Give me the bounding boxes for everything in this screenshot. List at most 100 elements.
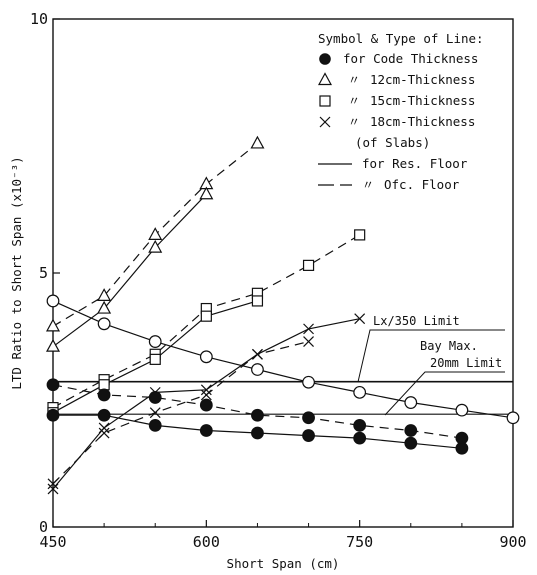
series-9-point-7: [353, 431, 367, 445]
series-9-point-2: [97, 408, 111, 422]
series-1-point-1: [45, 318, 61, 332]
series-6-point-3: [149, 407, 161, 419]
series-8-point-4: [199, 398, 213, 412]
lx350-leader: [357, 329, 505, 383]
series-1-point-3: [148, 227, 163, 240]
series-2-point-2: [97, 300, 112, 314]
series-9-point-1: [46, 408, 60, 422]
series-2-point-3: [148, 239, 163, 253]
series-5-point-7: [354, 313, 366, 325]
series-7-point-7: [353, 385, 367, 399]
series-6-point-5: [252, 348, 263, 360]
series-9-point-4: [199, 424, 213, 437]
x-tick-label-4: 900: [499, 533, 526, 551]
series-7-point-4: [199, 350, 213, 364]
series-7-point-10: [506, 411, 520, 425]
legend-entry-text: (of Slabs): [355, 135, 430, 150]
series-2-point-4: [199, 186, 214, 200]
y-axis-label: LTD Ratio to Short Span (x10⁻³): [9, 156, 24, 389]
series-line-2: [52, 193, 207, 348]
series-6-point-2: [98, 427, 110, 439]
series-7-point-5: [251, 363, 264, 376]
series-8-point-2: [97, 388, 111, 402]
series-4-point-5: [251, 295, 264, 307]
lx350-label: Lx/350 Limit: [373, 314, 460, 328]
legend-entry-text: for Code Thickness: [343, 51, 478, 66]
series-6-point-1: [47, 478, 59, 490]
series-2-point-1: [45, 338, 61, 352]
legend-entry-text: 12cm-Thickness: [370, 72, 475, 87]
legend-ditto-mark: 〃: [362, 178, 374, 192]
legend-ditto-mark: 〃: [348, 94, 360, 108]
series-1-point-2: [97, 288, 112, 301]
series-line-7: [52, 300, 514, 419]
series-7-point-1: [46, 294, 60, 308]
legend-entry-text: 18cm-Thickness: [370, 114, 475, 129]
series-9-point-8: [404, 436, 418, 450]
x-tick-label-1: 450: [39, 533, 66, 551]
legend-square-symbol: [319, 95, 331, 107]
series-7-point-3: [148, 335, 162, 348]
y-tick-label-1: 0: [39, 518, 48, 536]
legend-entry-2: 〃 12cm-Thickness: [317, 72, 475, 87]
annotation-lx350: Lx/350 Limit: [357, 314, 505, 383]
legend-entry-7: 〃 Ofc. Floor: [318, 177, 460, 192]
series-4-point-2: [98, 379, 110, 391]
series-6-point-6: [303, 336, 314, 348]
series-8-point-7: [353, 419, 367, 432]
series-1-point-5: [250, 135, 265, 149]
series-9-point-3: [148, 419, 162, 432]
series-8-point-8: [404, 424, 418, 437]
series-8-point-6: [302, 411, 315, 425]
series-markers: [45, 135, 520, 495]
series-9-point-6: [302, 429, 315, 442]
series-8-point-3: [148, 391, 162, 404]
bay-max-leader: [384, 371, 505, 416]
legend-entry-text: Ofc. Floor: [384, 177, 460, 192]
legend-entry-5: (of Slabs): [355, 135, 430, 150]
y-tick-label-3: 10: [30, 10, 48, 28]
series-7-point-2: [97, 317, 111, 331]
series-9-point-9: [455, 441, 469, 455]
series-9-point-5: [251, 426, 264, 440]
series-4-point-3: [149, 353, 161, 365]
series-6-point-4: [200, 389, 212, 401]
axis-ticks: 450 600 750 900 0 5 10: [30, 10, 527, 551]
series-4-point-4: [200, 310, 212, 322]
legend-filled-circle-symbol: [319, 53, 331, 65]
series-7-point-9: [455, 403, 469, 417]
legend: Symbol & Type of Line: for Code Thicknes…: [317, 31, 484, 192]
legend-title: Symbol & Type of Line:: [318, 31, 484, 46]
legend-ditto-mark: 〃: [348, 73, 360, 87]
legend-entry-3: 〃 15cm-Thickness: [319, 93, 475, 108]
series-3-point-7: [354, 229, 366, 241]
x-tick-label-3: 750: [346, 533, 373, 551]
legend-entry-1: for Code Thickness: [319, 51, 478, 66]
series-5-point-1: [47, 483, 59, 495]
x-tick-label-2: 600: [193, 533, 220, 551]
series-line-6: [52, 341, 309, 485]
y-tick-label-2: 5: [39, 264, 48, 282]
legend-cross-symbol: [319, 116, 331, 128]
legend-entry-text: 15cm-Thickness: [370, 93, 475, 108]
legend-triangle-symbol: [317, 72, 333, 86]
legend-entry-text: for Res. Floor: [362, 156, 468, 171]
series-3-point-6: [302, 259, 315, 271]
bay-max-label-line1: Bay Max.: [420, 339, 478, 353]
x-axis-label: Short Span (cm): [227, 556, 340, 571]
series-8-point-1: [46, 378, 60, 392]
series-7-point-8: [404, 396, 418, 409]
limit-lines: [53, 380, 513, 415]
legend-entry-4: 〃 18cm-Thickness: [319, 114, 475, 129]
series-5-point-4: [200, 384, 212, 396]
legend-entry-6: for Res. Floor: [318, 156, 468, 171]
series-8-point-5: [251, 408, 264, 422]
series-5-point-6: [303, 323, 314, 335]
series-7-point-6: [302, 375, 315, 389]
bay-max-label-line2: 20mm Limit: [430, 356, 502, 370]
series-5-point-2: [98, 422, 110, 434]
legend-ditto-mark: 〃: [348, 115, 360, 129]
annotation-bay-max: Bay Max. 20mm Limit: [384, 339, 505, 416]
